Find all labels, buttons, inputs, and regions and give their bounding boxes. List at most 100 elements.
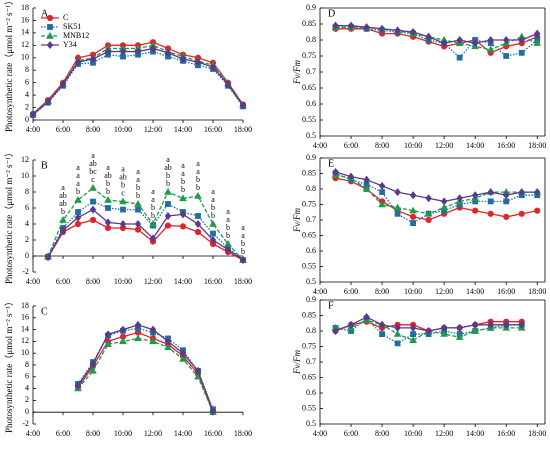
significance-letter: a (181, 169, 185, 178)
legend-label: C (63, 13, 68, 22)
marker (104, 330, 112, 339)
marker (425, 32, 432, 41)
x-tick-label: 12:00 (144, 277, 162, 286)
significance-letter: c (91, 175, 95, 184)
marker (74, 220, 82, 228)
x-tick-label: 8:00 (86, 277, 100, 286)
x-tick-label: 16:00 (204, 429, 222, 438)
series-line (32, 47, 244, 115)
marker (393, 330, 402, 337)
panel-label: A (41, 8, 49, 19)
marker (440, 197, 448, 206)
marker (134, 220, 142, 228)
marker (409, 191, 417, 200)
series-line (77, 327, 214, 410)
marker (74, 213, 82, 222)
marker (179, 223, 187, 230)
y-axis-label: Fv/Fm (292, 350, 302, 375)
marker (209, 219, 217, 227)
x-tick-label: 14:00 (174, 429, 192, 438)
y-axis-label: Photosynthetic rate（μmol m⁻² s⁻¹） (4, 0, 14, 132)
x-tick-label: 10:00 (114, 429, 132, 438)
x-tick-label: 16:00 (497, 287, 515, 296)
x-tick-label: 12:00 (144, 429, 162, 438)
marker (363, 313, 370, 322)
y-tick-label: 0.7 (306, 215, 316, 224)
y-tick-label: 2 (25, 235, 29, 244)
marker (165, 201, 171, 207)
marker (425, 216, 432, 224)
y-tick-label: 2 (25, 102, 29, 111)
marker (194, 220, 202, 228)
y-tick-label: 0.55 (302, 261, 316, 270)
marker (164, 212, 172, 220)
x-tick-label: 14:00 (466, 141, 484, 150)
marker (74, 58, 82, 67)
y-tick-label: 0.9 (306, 3, 316, 12)
marker (533, 188, 541, 197)
x-tick-label: 8:00 (86, 429, 100, 438)
y-tick-label: 0.85 (302, 310, 316, 319)
significance-letter: a (61, 183, 65, 192)
significance-letter: b (166, 179, 170, 188)
y-tick-label: 0.8 (306, 35, 316, 44)
series-line (77, 331, 214, 413)
y-tick-label: 8 (25, 65, 29, 74)
y-tick-label: 0.9 (306, 295, 316, 304)
panel-label: B (41, 160, 48, 171)
marker (149, 325, 157, 334)
significance-letter: b (181, 185, 185, 194)
significance-letter: a (76, 179, 80, 188)
x-tick-label: 4:00 (313, 287, 327, 296)
significance-letter: b (166, 171, 170, 180)
marker (332, 167, 339, 176)
x-tick-label: 4:00 (313, 429, 327, 438)
x-tick-label: 10:00 (404, 141, 422, 150)
x-tick-label: 12:00 (435, 287, 453, 296)
x-tick-label: 14:00 (174, 125, 192, 134)
significance-letter: a (241, 223, 245, 232)
marker (394, 26, 401, 35)
significance-letter: a (226, 207, 230, 216)
marker (149, 337, 157, 345)
marker (378, 181, 386, 190)
y-tick-label: 12 (21, 336, 29, 345)
marker (119, 337, 127, 345)
significance-letter: a (241, 231, 245, 240)
marker (409, 28, 417, 36)
marker (378, 200, 386, 208)
marker (134, 334, 142, 342)
marker (134, 199, 142, 207)
significance-letter: ab (104, 171, 112, 180)
marker (425, 194, 432, 203)
y-tick-label: 6 (25, 372, 29, 381)
significance-letter: a (136, 175, 140, 184)
marker (89, 183, 97, 191)
marker (455, 333, 464, 340)
x-tick-label: 18:00 (234, 125, 252, 134)
marker (89, 205, 97, 214)
marker (471, 326, 480, 334)
x-tick-label: 18:00 (234, 429, 252, 438)
marker (164, 222, 172, 229)
marker (119, 47, 127, 56)
marker (424, 209, 433, 217)
x-tick-label: 16:00 (204, 125, 222, 134)
y-tick-label: 0.6 (306, 246, 316, 255)
marker (394, 188, 401, 197)
marker (456, 194, 463, 203)
x-tick-label: 6:00 (344, 287, 358, 296)
significance-letter: b (196, 175, 200, 184)
significance-letter: a (211, 195, 215, 204)
significance-letter: a (196, 159, 200, 168)
y-tick-label: 0.65 (302, 83, 316, 92)
x-tick-label: 4:00 (26, 429, 40, 438)
marker (534, 207, 541, 214)
significance-letter: bc (89, 167, 97, 176)
significance-letter: a (151, 187, 155, 196)
marker (378, 320, 386, 329)
y-tick-label: 2 (25, 395, 29, 404)
marker (134, 47, 142, 56)
y-tick-label: 0 (25, 407, 29, 416)
y-tick-label: 10 (21, 171, 29, 180)
